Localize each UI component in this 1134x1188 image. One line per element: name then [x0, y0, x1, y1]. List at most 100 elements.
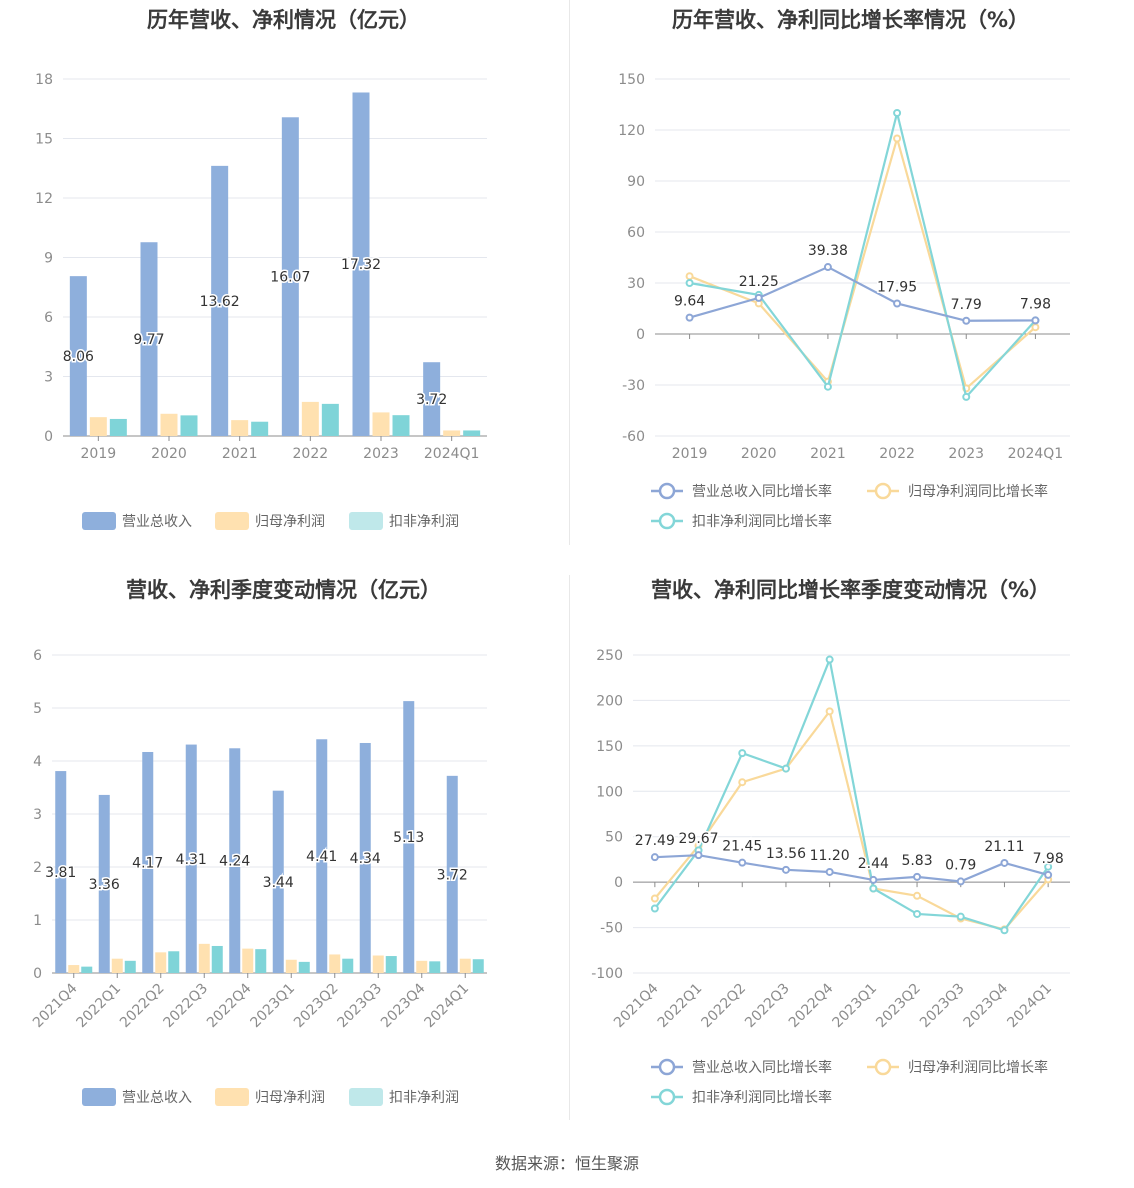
bar	[185, 744, 197, 973]
x-tick-label: 2022Q4	[786, 980, 837, 1031]
point	[738, 778, 747, 787]
x-tick-label: 2023Q2	[873, 981, 924, 1032]
bar	[111, 958, 123, 973]
data-label: 11.20	[810, 848, 850, 864]
x-tick-label: 2022Q3	[742, 981, 793, 1032]
series-line	[653, 655, 1050, 932]
legend-label: 扣非净利润	[389, 514, 459, 530]
point	[781, 764, 790, 773]
point	[823, 382, 832, 391]
data-label: 4.41	[306, 849, 337, 865]
x-tick-label: 2022Q4	[204, 980, 255, 1031]
x-tick-label: 2024Q1	[1004, 981, 1055, 1032]
point	[738, 749, 747, 758]
bar	[342, 958, 354, 973]
data-label: 2.44	[858, 856, 889, 872]
y-tick-label: 0	[636, 327, 645, 343]
point	[956, 912, 965, 921]
bar	[251, 421, 269, 436]
annual-growth-rate-panel: 历年营收、净利同比增长率情况（%） -60 -30 0 30 60 90 120 150 201…	[567, 0, 1134, 560]
legend-swatch	[82, 512, 116, 530]
x-tick-label: 2023Q1	[830, 981, 881, 1032]
bar	[68, 965, 80, 973]
point	[754, 293, 763, 302]
bar	[281, 117, 299, 437]
data-label: 7.79	[951, 297, 982, 313]
point	[685, 279, 694, 287]
point	[962, 392, 971, 401]
y-tick-label: 120	[618, 123, 645, 139]
y-tick-label: 9	[44, 251, 53, 267]
chart-title: 营收、净利同比增长率季度变动情况（%）	[650, 578, 1051, 602]
data-label: 4.31	[176, 852, 207, 868]
annual-revenue-profit-panel: 历年营收、净利情况（亿元） 0 3 6 9 12 15 18 2019 2020 2021 2022…	[0, 0, 567, 560]
bar	[109, 418, 127, 436]
x-tick-label: 2021	[222, 446, 258, 462]
data-label: 8.06	[63, 349, 94, 365]
bar	[242, 948, 254, 973]
chart-title: 历年营收、净利同比增长率情况（%）	[671, 8, 1030, 32]
bar	[429, 961, 441, 973]
legend-swatch	[215, 1088, 249, 1106]
x-tick-label: 2023Q1	[247, 981, 298, 1032]
x-tick-label: 2023	[363, 446, 399, 462]
bar	[329, 954, 341, 973]
x-tick-label: 2022Q3	[160, 981, 211, 1032]
y-tick-label: 3	[44, 370, 53, 386]
data-label: 16.07	[270, 270, 310, 286]
legend-swatch	[349, 1088, 383, 1106]
point	[694, 851, 703, 860]
data-label: 4.24	[219, 854, 250, 870]
point	[1044, 870, 1053, 879]
data-label: 3.72	[416, 392, 447, 408]
series-line	[689, 265, 1036, 322]
y-tick-label: 100	[596, 784, 623, 800]
y-tick-label: 15	[35, 132, 53, 148]
x-tick-label: 2023Q3	[334, 981, 385, 1032]
x-tick-label: 2022Q1	[655, 981, 706, 1032]
legend-swatch	[349, 512, 383, 530]
data-label: 0.79	[945, 857, 976, 873]
y-tick-label: 200	[596, 693, 623, 709]
legend-label: 归母净利润同比增长率	[908, 483, 1048, 500]
point	[913, 872, 922, 881]
y-tick-label: 150	[618, 72, 645, 88]
point	[781, 865, 790, 874]
bar	[472, 959, 484, 973]
y-tick-label: 1	[33, 913, 42, 929]
y-tick-label: 250	[596, 648, 623, 664]
y-tick-label: 18	[35, 72, 53, 88]
bar	[231, 420, 249, 436]
bar	[352, 92, 370, 436]
legend-marker	[874, 1058, 892, 1076]
data-label: 9.77	[133, 332, 164, 348]
bar	[155, 952, 167, 973]
point	[1000, 858, 1009, 867]
x-tick-label: 2022Q2	[117, 981, 168, 1032]
bar	[459, 958, 471, 973]
y-tick-label: 6	[44, 310, 53, 326]
y-tick-label: 4	[33, 754, 42, 770]
bar	[443, 430, 461, 436]
y-tick-label: 12	[35, 191, 53, 207]
point	[685, 313, 694, 322]
data-label: 39.38	[808, 243, 848, 259]
y-tick-label: 90	[627, 174, 645, 190]
bar	[98, 794, 110, 973]
bar	[89, 417, 107, 436]
legend-marker	[874, 482, 892, 500]
bar	[198, 943, 210, 973]
series-line	[689, 112, 1037, 400]
data-label: 7.98	[1020, 296, 1051, 312]
point	[650, 894, 659, 903]
legend-label: 营业总收入	[122, 514, 192, 530]
y-tick-label: 0	[614, 875, 623, 891]
bar	[55, 771, 67, 973]
data-label: 4.17	[132, 855, 163, 871]
y-tick-label: 0	[33, 966, 42, 982]
x-tick-label: 2024Q1	[1008, 446, 1064, 462]
y-tick-label: 0	[44, 429, 53, 445]
bar	[229, 748, 241, 973]
y-tick-label: -60	[622, 429, 645, 445]
point	[825, 707, 834, 716]
